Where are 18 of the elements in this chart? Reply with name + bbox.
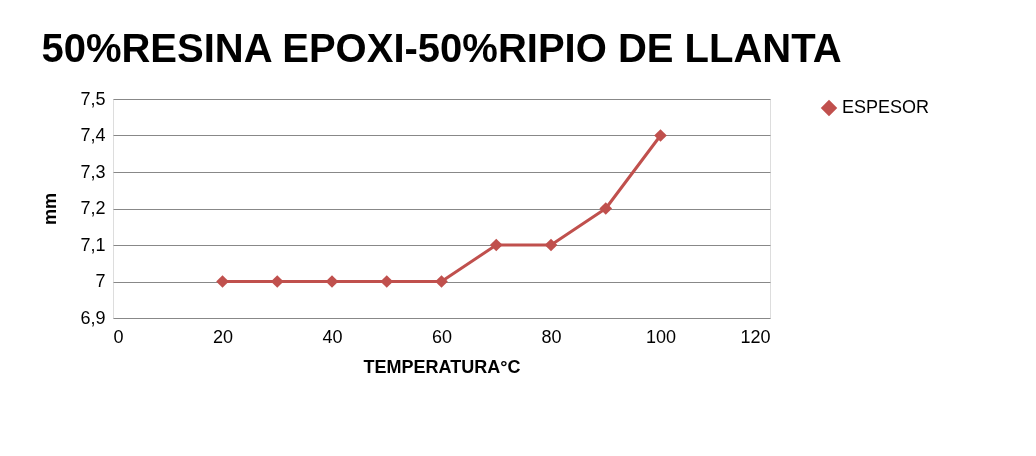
y-tick-label: 7,5: [80, 88, 106, 109]
x-tick-label: 120: [740, 326, 771, 347]
y-tick-label: 7,3: [80, 161, 106, 182]
x-tick-label: 40: [322, 326, 343, 347]
y-tick-label: 7: [95, 271, 106, 291]
y-tick-label: 7,4: [80, 125, 106, 145]
x-tick-label: 0: [113, 326, 124, 347]
chart-title: 50%RESINA EPOXI-50%RIPIO DE LLANTA: [41, 26, 842, 70]
legend-label: ESPESOR: [842, 97, 930, 117]
x-axis-title: TEMPERATURA°C: [363, 356, 521, 377]
x-tick-label: 20: [212, 326, 234, 347]
y-tick-label: 7,2: [80, 198, 106, 218]
x-tick-label: 100: [645, 326, 677, 347]
y-tick-label: 6,9: [80, 307, 106, 328]
x-tick-label: 80: [541, 326, 562, 347]
y-axis-title: mm: [40, 192, 61, 226]
x-tick-label: 60: [431, 326, 453, 347]
y-tick-label: 7,1: [80, 234, 106, 255]
